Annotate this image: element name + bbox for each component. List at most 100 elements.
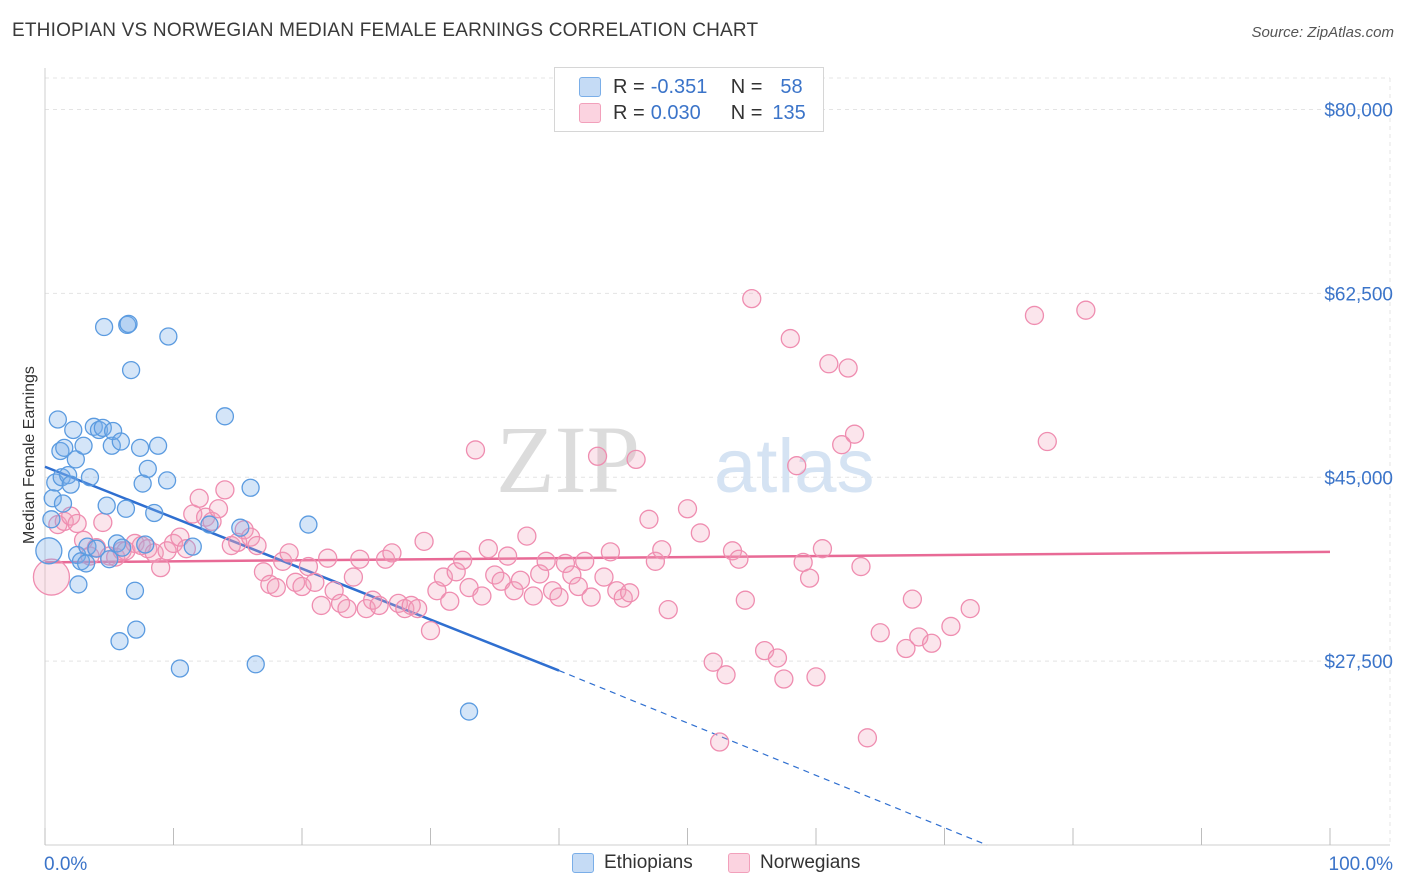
ethiopians-point [53,494,73,513]
norwegians-point [407,598,428,619]
norwegians-point [32,558,71,596]
norwegians-point [851,556,871,577]
norwegians-point [587,446,608,466]
ethiopians-point [61,475,80,494]
bottom-legend-norwegians: Norwegians [728,852,860,874]
norwegians-point [941,616,961,637]
norwegians-point [857,728,878,748]
ethiopians-point [231,518,250,537]
norwegians-point [600,542,621,562]
y-tick-label: $45,000 [1324,468,1393,489]
watermark: ZIP atlas [496,406,875,513]
norwegians-point [626,449,646,470]
norwegians-point [922,633,942,653]
ethiopians-point [112,538,132,557]
norwegians-point [279,543,299,563]
ethiopians-point [64,420,83,440]
norwegians-point [324,581,344,601]
ethiopians-point [157,471,177,490]
trend-line-ethiopians [44,465,560,672]
norwegians-point [266,577,286,598]
norwegians-point [690,523,710,543]
norwegians-point [150,557,171,578]
legend-r-label: R = [613,75,645,98]
norwegians-point [318,548,338,568]
norwegians-point [157,541,177,561]
norwegians-point [870,623,890,643]
norwegians-point [581,587,601,607]
bottom-legend-ethiopians: Ethiopians [572,852,693,874]
norwegians-point [575,551,595,571]
ethiopians-point [42,510,61,529]
norwegians-point [452,550,473,570]
norwegians-point [774,669,794,689]
norwegians-point [562,565,582,585]
norwegians-point [253,562,274,582]
norwegians-point [208,499,229,519]
y-tick-label: $80,000 [1324,101,1393,122]
legend-n-value-norwegians: 135 [772,101,806,124]
legend-n-value-ethiopians: 58 [780,75,803,98]
norwegians-point [465,440,486,460]
norwegians-point [844,424,865,444]
trend-lines [44,465,1331,846]
x-tick-label: 0.0% [44,854,87,875]
norwegians-point [215,480,235,500]
norwegians-point [67,513,87,534]
norwegians-point [716,665,736,685]
trend-line-norwegians [44,550,1331,564]
ethiopians-point [55,438,74,457]
norwegians-point [311,595,331,616]
ethiopians-point [80,468,100,487]
norwegians-point [497,546,518,566]
norwegians-point [620,583,640,603]
norwegians-point [613,588,633,608]
legend-r-label: R = [613,101,645,124]
y-tick-label: $62,500 [1324,284,1393,305]
ethiopians-point [130,438,150,457]
ethiopians-points [35,314,479,721]
norwegians-point [658,599,678,620]
norwegians-point [446,562,466,582]
norwegians-point [549,587,569,607]
ethiopians-point [69,575,88,594]
ethiopians-point [183,537,202,556]
ethiopians-point [94,317,114,337]
norwegians-point [812,539,833,559]
norwegians-point [767,648,788,668]
ethiopians-point [100,550,119,569]
bottom-legend-label-ethiopians: Ethiopians [604,852,693,873]
norwegians-point [414,531,434,552]
norwegians-point [330,593,351,613]
norwegians-point [369,595,389,616]
norwegians-point [510,570,531,590]
norwegians-point [896,638,916,659]
ethiopians-point [110,632,129,651]
norwegians-point [1037,431,1057,452]
ethiopians-point [97,496,116,515]
norwegians-point [523,586,543,606]
ethiopians-point [148,436,168,455]
norwegians-point [1024,305,1045,326]
legend-swatch-norwegians [579,103,601,123]
ethiopians-point [74,436,93,455]
norwegians-point [838,358,858,378]
norwegians-point [735,590,755,610]
legend-row-norwegians: R = 0.030 N = 135 [579,100,806,126]
ethiopians-point [125,581,145,600]
x-tick-label: 100.0% [1329,854,1394,875]
norwegians-point [729,549,749,569]
norwegians-point [504,581,524,601]
ethiopians-point [111,432,130,451]
ethiopians-point [170,659,190,678]
ethiopians-point [246,655,265,674]
norwegians-point [568,576,588,597]
norwegians-point [350,549,370,569]
stats-legend: R = -0.351 N = 58 R = 0.030 N = 135 [554,67,824,132]
legend-n-label: N = [730,75,763,98]
ethiopians-point [138,459,157,479]
norwegians-point [382,543,402,563]
norwegians-point [902,589,923,609]
norwegians-point [819,354,839,374]
norwegians-point [645,551,666,571]
